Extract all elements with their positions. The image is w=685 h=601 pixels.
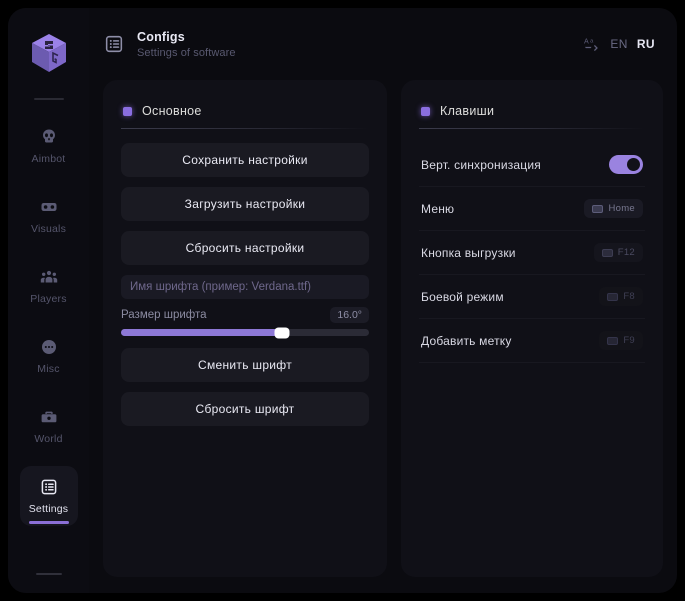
keyboard-icon bbox=[601, 248, 613, 257]
row-combat-mode-key: Боевой режим F8 bbox=[419, 275, 645, 319]
general-panel: Основное Сохранить настройки Загрузить н… bbox=[103, 80, 387, 577]
row-label: Боевой режим bbox=[421, 289, 504, 304]
content-area: Основное Сохранить настройки Загрузить н… bbox=[89, 80, 677, 593]
sidebar-item-visuals[interactable]: Visuals bbox=[20, 186, 78, 246]
change-font-button[interactable]: Сменить шрифт bbox=[121, 348, 369, 382]
reset-settings-button[interactable]: Сбросить настройки bbox=[121, 231, 369, 265]
font-name-input[interactable] bbox=[121, 275, 369, 299]
combat-mode-key-binding[interactable]: F8 bbox=[599, 287, 643, 306]
font-size-label: Размер шрифта bbox=[121, 309, 207, 321]
sidebar-item-label: Settings bbox=[28, 503, 69, 515]
page-subtitle: Settings of software bbox=[137, 46, 236, 59]
goggles-icon bbox=[39, 197, 59, 217]
page-title: Configs bbox=[137, 29, 185, 44]
key-label: F12 bbox=[617, 247, 635, 258]
menu-key-binding[interactable]: Home bbox=[584, 199, 643, 218]
keyboard-icon bbox=[607, 336, 619, 345]
players-icon bbox=[39, 267, 59, 287]
app-window: Aimbot Visuals bbox=[8, 8, 677, 593]
purple-diamond-icon bbox=[421, 106, 430, 116]
main-area: Configs Settings of software A a EN RU bbox=[89, 8, 677, 593]
sidebar-item-label: Visuals bbox=[30, 223, 67, 235]
row-label: Меню bbox=[421, 201, 455, 216]
vertical-sync-toggle[interactable] bbox=[609, 155, 643, 174]
sidebar-item-misc[interactable]: Misc bbox=[20, 326, 78, 386]
svg-text:a: a bbox=[590, 38, 594, 44]
slider-handle[interactable] bbox=[274, 327, 290, 338]
sidebar-item-label: Misc bbox=[37, 363, 60, 375]
language-switcher: A a EN RU bbox=[583, 35, 655, 53]
add-marker-key-binding[interactable]: F9 bbox=[599, 331, 643, 350]
sidebar-item-aimbot[interactable]: Aimbot bbox=[20, 116, 78, 176]
cube-sg-logo-icon[interactable] bbox=[26, 30, 72, 76]
row-label: Добавить метку bbox=[421, 333, 512, 348]
page-title-block: Configs Settings of software bbox=[137, 30, 236, 59]
svg-text:A: A bbox=[584, 37, 589, 45]
section-divider bbox=[121, 128, 369, 129]
section-title: Основное bbox=[142, 104, 202, 118]
slider-fill bbox=[121, 329, 283, 336]
skull-icon bbox=[39, 127, 59, 147]
sidebar-item-settings[interactable]: Settings bbox=[19, 466, 78, 526]
section-divider bbox=[419, 128, 645, 129]
keyboard-icon bbox=[592, 204, 604, 213]
ellipsis-circle-icon bbox=[39, 337, 59, 357]
save-settings-button[interactable]: Сохранить настройки bbox=[121, 143, 369, 177]
row-vertical-sync: Верт. синхронизация bbox=[419, 143, 645, 187]
toggle-knob bbox=[627, 158, 640, 171]
load-settings-button[interactable]: Загрузить настройки bbox=[121, 187, 369, 221]
general-section-header: Основное bbox=[121, 96, 369, 128]
sidebar-item-label: World bbox=[34, 433, 63, 445]
reset-font-button[interactable]: Сбросить шрифт bbox=[121, 392, 369, 426]
sidebar-item-label: Aimbot bbox=[31, 153, 66, 165]
row-label: Верт. синхронизация bbox=[421, 157, 541, 172]
language-ru[interactable]: RU bbox=[636, 37, 655, 51]
key-label: Home bbox=[608, 203, 635, 214]
sidebar: Aimbot Visuals bbox=[8, 8, 89, 593]
keys-section-header: Клавиши bbox=[419, 96, 645, 128]
row-label: Кнопка выгрузки bbox=[421, 245, 516, 260]
font-size-value: 16.0° bbox=[330, 307, 369, 323]
list-card-icon bbox=[39, 477, 59, 497]
purple-diamond-icon bbox=[123, 106, 132, 116]
row-menu-key: Меню Home bbox=[419, 187, 645, 231]
key-label: F8 bbox=[623, 291, 635, 302]
translate-icon: A a bbox=[583, 35, 601, 53]
keyboard-icon bbox=[607, 292, 619, 301]
language-en[interactable]: EN bbox=[610, 37, 628, 51]
key-label: F9 bbox=[623, 335, 635, 346]
sidebar-nav: Aimbot Visuals bbox=[8, 106, 89, 526]
unload-key-binding[interactable]: F12 bbox=[593, 243, 643, 262]
topbar: Configs Settings of software A a EN RU bbox=[89, 8, 677, 80]
sidebar-item-world[interactable]: World bbox=[20, 396, 78, 456]
sidebar-item-players[interactable]: Players bbox=[20, 256, 78, 316]
keys-panel: Клавиши Верт. синхронизация Меню Home bbox=[401, 80, 663, 577]
font-size-slider[interactable] bbox=[121, 327, 369, 338]
section-title: Клавиши bbox=[440, 104, 495, 118]
sidebar-divider bbox=[33, 98, 64, 100]
briefcase-icon bbox=[39, 407, 59, 427]
sidebar-bottom-handle bbox=[35, 573, 62, 575]
row-unload-key: Кнопка выгрузки F12 bbox=[419, 231, 645, 275]
sidebar-item-label: Players bbox=[30, 293, 67, 305]
row-add-marker-key: Добавить метку F9 bbox=[419, 319, 645, 363]
font-size-row: Размер шрифта 16.0° bbox=[121, 307, 369, 323]
list-card-icon bbox=[103, 33, 125, 55]
